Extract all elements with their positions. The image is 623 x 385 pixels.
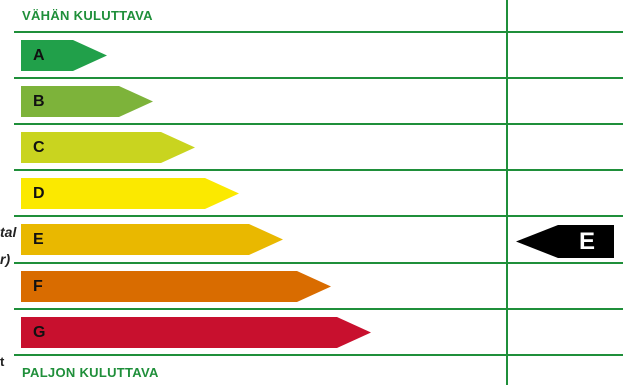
energy-class-row-f: F: [14, 264, 506, 310]
grid-line: [14, 262, 623, 264]
arrow-shape-icon: [21, 224, 283, 255]
rating-indicator: E: [516, 225, 614, 258]
energy-class-bar-e: E: [21, 224, 283, 255]
arrow-shape-icon: [21, 271, 331, 302]
grid-line: [14, 354, 623, 356]
energy-class-row-c: C: [14, 125, 506, 171]
energy-class-row-d: D: [14, 171, 506, 217]
energy-class-row-a: A: [14, 33, 506, 79]
energy-class-bar-g: G: [21, 317, 371, 348]
energy-class-letter: A: [33, 47, 45, 64]
energy-class-row-b: B: [14, 79, 506, 125]
header-high-consumption: PALJON KULUTTAVA: [22, 365, 159, 380]
energy-class-letter: G: [33, 324, 46, 341]
grid-line: [14, 215, 623, 217]
grid-line: [14, 169, 623, 171]
grid-line: [14, 308, 623, 310]
arrow-shape-icon: [21, 178, 239, 209]
energy-class-bar-a: A: [21, 40, 107, 71]
energy-class-letter: E: [33, 231, 44, 248]
arrow-shape-icon: [21, 132, 195, 163]
arrow-shape-icon: [21, 40, 107, 71]
rating-arrow-icon: [516, 225, 614, 258]
energy-class-bar-f: F: [21, 271, 331, 302]
grid-line: [14, 31, 623, 33]
energy-class-letter: C: [33, 139, 45, 156]
energy-class-bar-b: B: [21, 86, 153, 117]
energy-class-bar-c: C: [21, 132, 195, 163]
grid-line: [14, 77, 623, 79]
side-text-fragment: r): [0, 251, 11, 267]
column-divider: [506, 0, 508, 385]
arrow-shape-icon: [21, 86, 153, 117]
energy-class-bar-d: D: [21, 178, 239, 209]
rating-letter: E: [578, 228, 595, 255]
header-low-consumption: VÄHÄN KULUTTAVA: [22, 8, 153, 23]
side-text-fragment: t: [0, 354, 5, 369]
side-text-fragment: tal: [0, 224, 17, 240]
energy-class-letter: D: [33, 185, 45, 202]
energy-class-row-e: E: [14, 217, 506, 263]
arrow-shape-icon: [21, 317, 371, 348]
energy-class-row-g: G: [14, 310, 506, 356]
energy-class-letter: F: [33, 278, 43, 295]
grid-line: [14, 123, 623, 125]
energy-class-letter: B: [33, 93, 45, 110]
